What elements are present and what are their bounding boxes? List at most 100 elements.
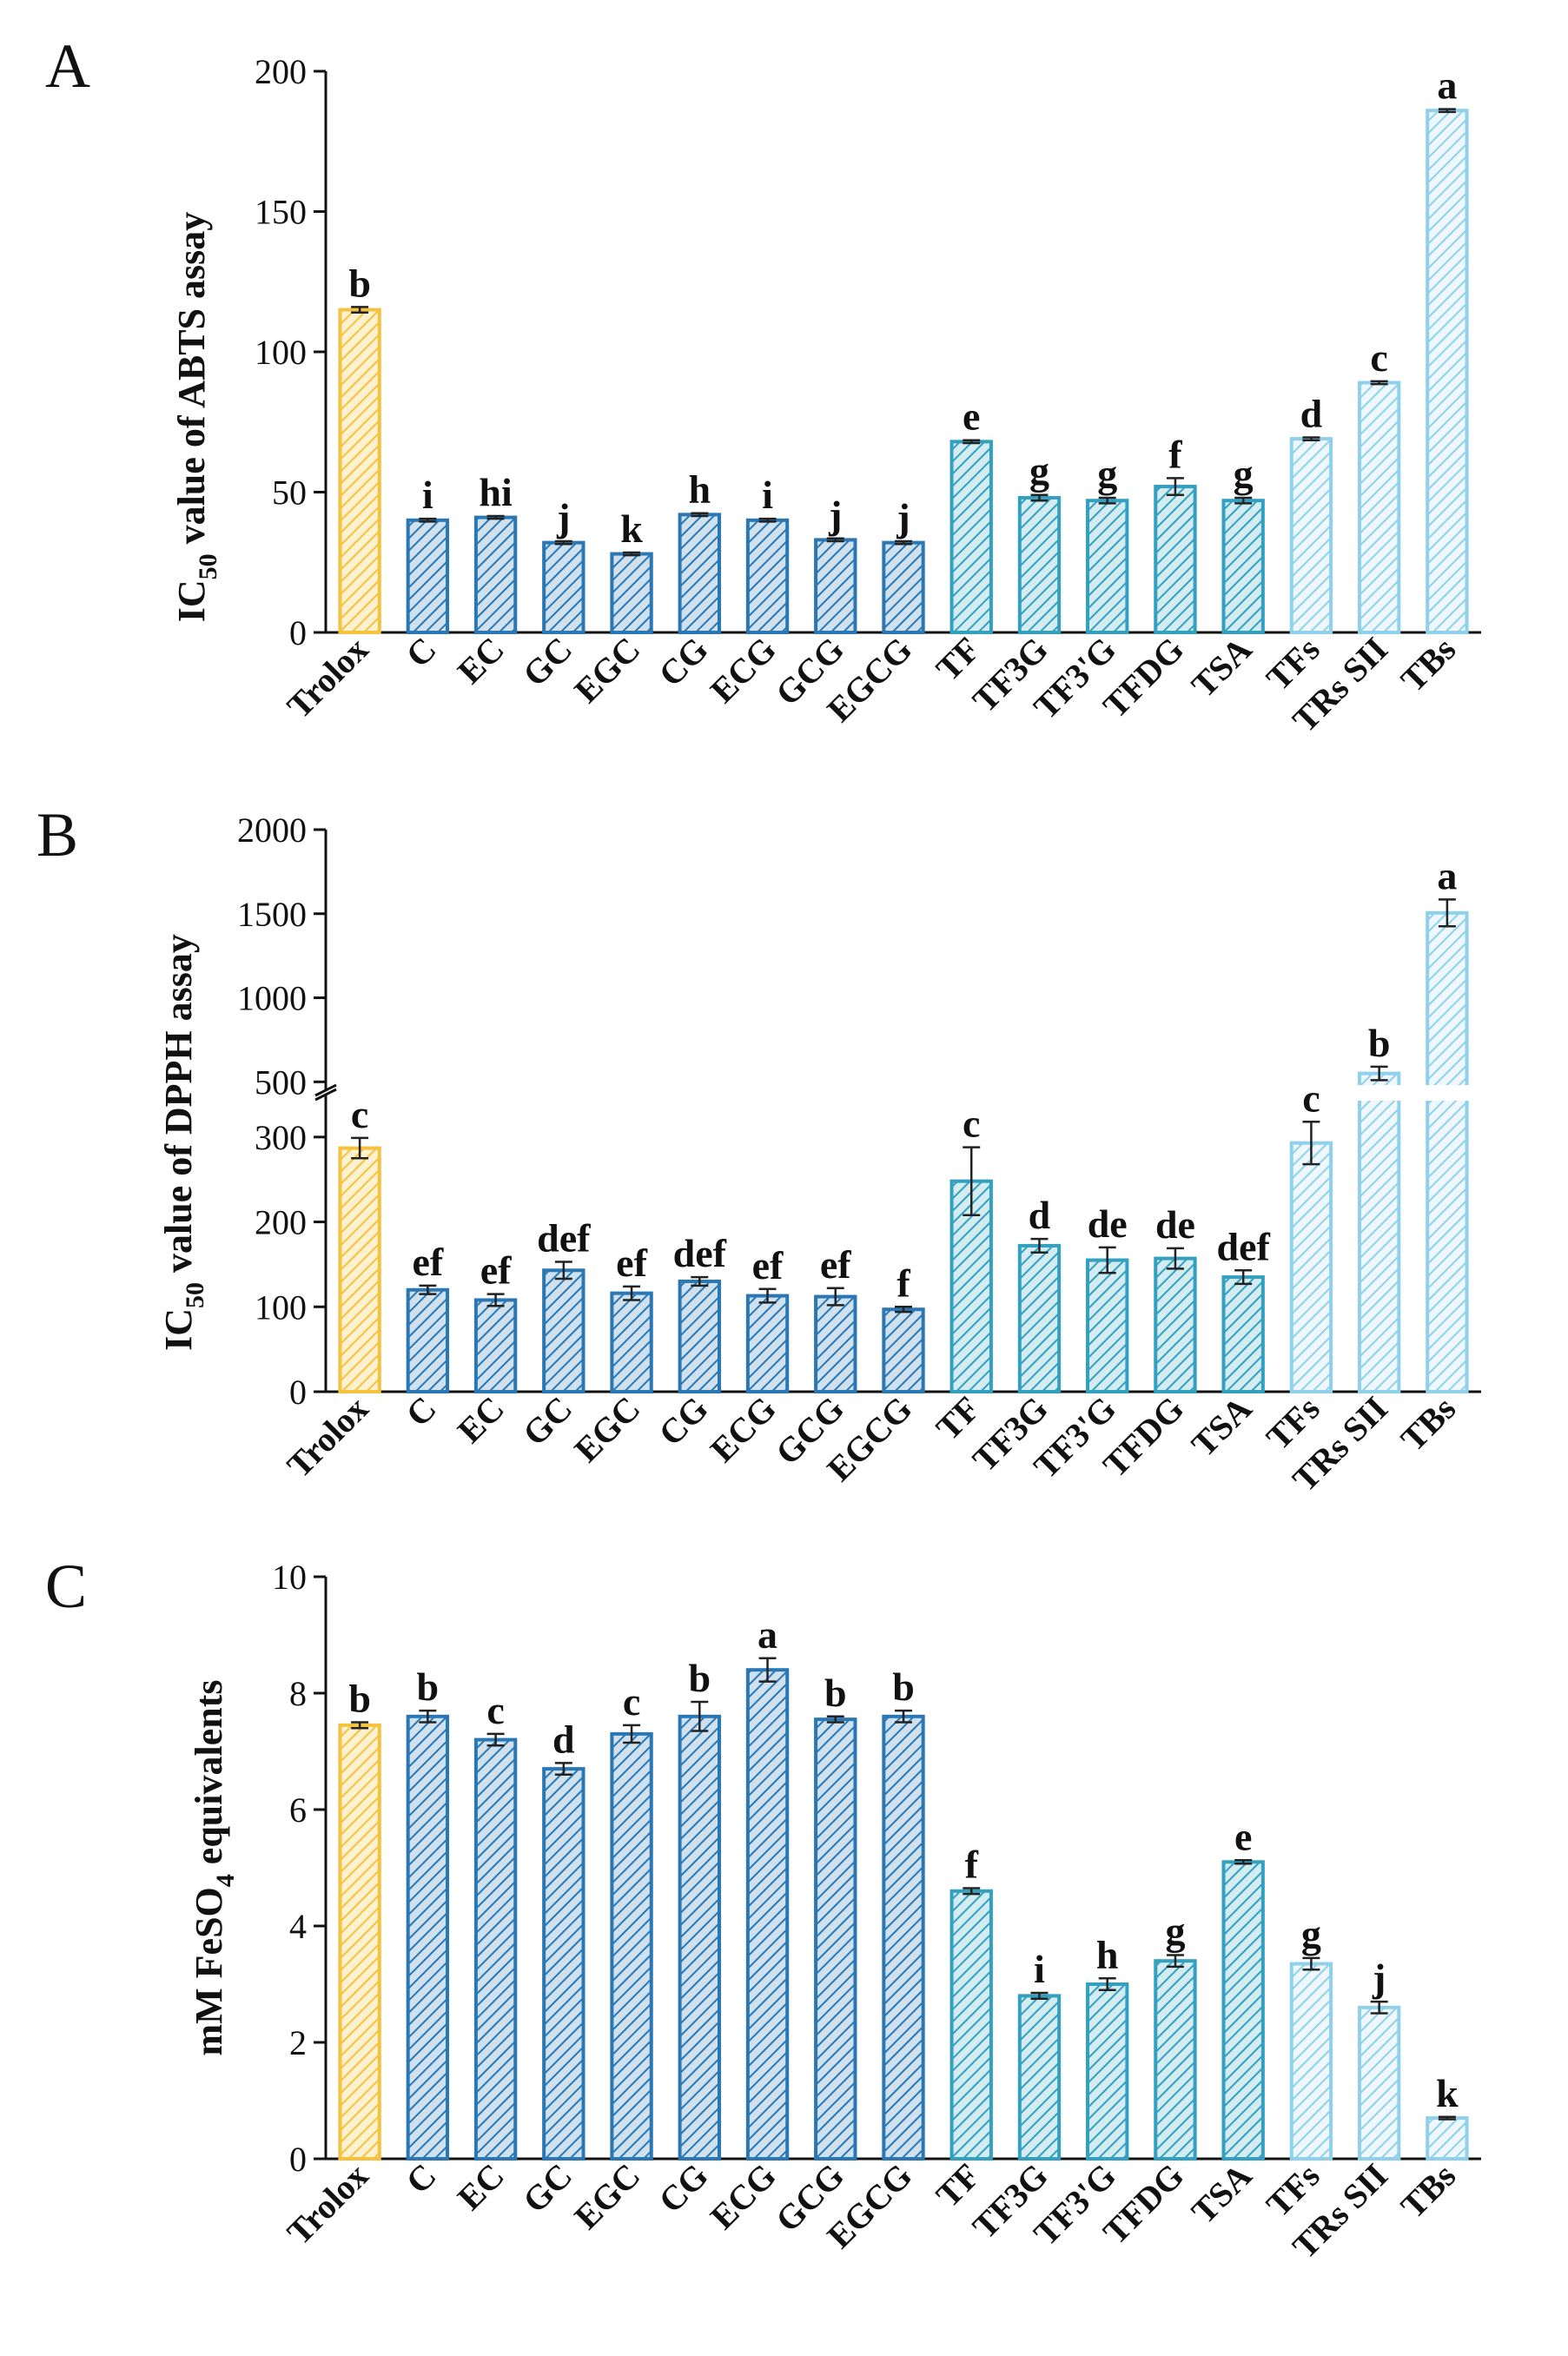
- axis-break-mark: [314, 1088, 337, 1102]
- panel-label: B: [36, 800, 78, 870]
- bar-cg: [678, 1279, 721, 1394]
- y-tick-label: 200: [255, 52, 307, 91]
- bar-c: [406, 518, 450, 634]
- bar-tf3-g: [1086, 1982, 1129, 2161]
- x-tick-label: TBs: [1393, 1389, 1464, 1459]
- bar-gc: [542, 1268, 586, 1393]
- bar-gcg: [814, 1717, 857, 2161]
- y-tick-label: 4: [289, 1907, 307, 1946]
- y-tick-label: 1500: [237, 895, 307, 934]
- bar-break-gap: [1424, 1085, 1471, 1101]
- bar-tf: [949, 1889, 993, 2161]
- bar-tfdg: [1154, 1959, 1197, 2161]
- bar-tf3g: [1017, 495, 1062, 635]
- x-tick-label: EC: [450, 630, 512, 692]
- significance-letter: ef: [412, 1240, 443, 1284]
- bar-trs-sii: [1357, 1071, 1401, 1393]
- significance-letter: h: [1096, 1932, 1119, 1976]
- y-axis-label: mM FeSO4 equivalents: [188, 1680, 240, 2056]
- significance-letter: b: [824, 1671, 847, 1715]
- significance-letter: d: [1029, 1193, 1051, 1237]
- bar-trolox: [338, 308, 381, 634]
- significance-letter: b: [348, 261, 371, 305]
- x-tick-label: TSA: [1184, 629, 1260, 705]
- significance-letter: j: [1372, 1956, 1386, 2000]
- bar-tf: [949, 440, 993, 634]
- significance-letter: d: [552, 1717, 575, 1761]
- bar-ec: [473, 1298, 518, 1394]
- bar-ec: [473, 515, 518, 634]
- bar-tfdg: [1154, 485, 1197, 634]
- significance-letter: g: [1029, 449, 1049, 493]
- bar-gcg: [814, 1294, 857, 1394]
- x-tick-label: TSA: [1184, 2155, 1260, 2231]
- x-tick-label: EGC: [566, 1389, 647, 1470]
- significance-letter: g: [1234, 452, 1254, 496]
- x-tick-label: C: [398, 630, 443, 675]
- significance-letter: ef: [480, 1248, 512, 1293]
- significance-letter: f: [965, 1842, 979, 1886]
- bar-ecg: [745, 1668, 790, 2161]
- bar-ecg: [745, 1294, 790, 1394]
- significance-letter: c: [1302, 1075, 1320, 1120]
- significance-letter: k: [620, 506, 643, 551]
- bar-cg: [678, 513, 721, 635]
- bar-tf3g: [1017, 1243, 1062, 1393]
- significance-letter: f: [1168, 432, 1182, 476]
- significance-letter: ef: [752, 1243, 784, 1287]
- x-tick-label: EGC: [566, 630, 647, 711]
- significance-letter: ef: [616, 1241, 647, 1285]
- x-tick-label: TBs: [1393, 630, 1464, 700]
- bar-c: [406, 1714, 450, 2161]
- panel-label: C: [45, 1552, 87, 1621]
- significance-letter: b: [417, 1664, 440, 1709]
- bar-tf3g: [1017, 1994, 1062, 2161]
- bar-tfs: [1289, 1141, 1333, 1393]
- y-tick-label: 0: [289, 613, 307, 652]
- bar-tfs: [1289, 1962, 1333, 2161]
- significance-letter: d: [1300, 392, 1323, 436]
- significance-letter: i: [1034, 1947, 1045, 1991]
- bar-ec: [473, 1737, 518, 2161]
- significance-letter: j: [556, 495, 570, 539]
- bar-egc: [610, 552, 653, 634]
- bar-tf3-g: [1086, 1258, 1129, 1393]
- significance-letter: hi: [479, 470, 513, 514]
- x-tick-label: EC: [450, 1389, 512, 1451]
- significance-letter: h: [688, 467, 711, 512]
- significance-letter: c: [963, 1102, 980, 1146]
- y-tick-label: 0: [289, 1373, 307, 1412]
- x-tick-label: ECG: [703, 1389, 784, 1470]
- significance-letter: a: [758, 1612, 777, 1657]
- bar-tsa: [1221, 499, 1265, 634]
- bar-gcg: [814, 538, 857, 634]
- bar-tfs: [1289, 437, 1333, 634]
- y-tick-label: 1000: [237, 979, 307, 1018]
- x-tick-label: EGC: [566, 2156, 647, 2237]
- y-tick-label: 200: [255, 1203, 307, 1242]
- y-tick-label: 100: [255, 1287, 307, 1327]
- significance-letter: c: [351, 1092, 368, 1136]
- bar-egcg: [882, 1714, 925, 2161]
- significance-letter: c: [1370, 335, 1387, 380]
- bar-tfdg: [1154, 1256, 1197, 1394]
- y-tick-label: 6: [289, 1790, 307, 1830]
- significance-letter: g: [1165, 1909, 1185, 1954]
- y-tick-label: 100: [255, 333, 307, 372]
- y-axis-label: IC50 value of DPPH assay: [157, 934, 209, 1351]
- significance-letter: def: [673, 1231, 727, 1275]
- significance-letter: def: [1217, 1224, 1271, 1268]
- bar-break-gap: [1355, 1085, 1403, 1101]
- significance-letter: a: [1437, 63, 1457, 108]
- bar-egcg: [882, 1307, 925, 1394]
- y-tick-label: 150: [255, 193, 307, 232]
- bar-egcg: [882, 540, 925, 635]
- x-tick-label: TSA: [1184, 1388, 1260, 1464]
- x-tick-label: C: [398, 1389, 443, 1434]
- y-tick-label: 8: [289, 1674, 307, 1713]
- bar-tbs: [1426, 910, 1469, 1393]
- y-tick-label: 0: [289, 2140, 307, 2179]
- panel-b-dpph: B IC50 value of DPPH assay 0 100 200 300 500 10…: [36, 800, 1481, 1499]
